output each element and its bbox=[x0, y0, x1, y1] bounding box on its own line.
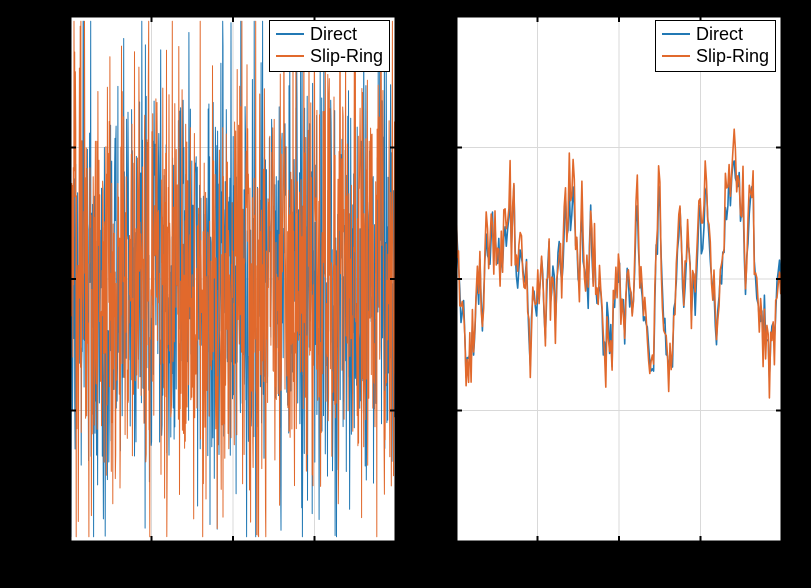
legend-row-direct: Direct bbox=[662, 23, 769, 45]
legend-left: DirectSlip-Ring bbox=[269, 20, 390, 72]
legend-right: DirectSlip-Ring bbox=[655, 20, 776, 72]
legend-row-slipring: Slip-Ring bbox=[662, 45, 769, 67]
legend-row-direct: Direct bbox=[276, 23, 383, 45]
legend-label-slipring: Slip-Ring bbox=[310, 46, 383, 67]
chart-svg-right bbox=[456, 16, 782, 542]
legend-swatch-direct bbox=[276, 33, 304, 35]
legend-swatch-direct bbox=[662, 33, 690, 35]
legend-label-direct: Direct bbox=[696, 24, 743, 45]
legend-row-slipring: Slip-Ring bbox=[276, 45, 383, 67]
legend-label-slipring: Slip-Ring bbox=[696, 46, 769, 67]
legend-swatch-slipring bbox=[662, 55, 690, 57]
chart-panel-right: DirectSlip-Ring bbox=[456, 16, 782, 542]
chart-panel-left: DirectSlip-Ring bbox=[70, 16, 396, 542]
legend-swatch-slipring bbox=[276, 55, 304, 57]
chart-svg-left bbox=[70, 16, 396, 542]
legend-label-direct: Direct bbox=[310, 24, 357, 45]
